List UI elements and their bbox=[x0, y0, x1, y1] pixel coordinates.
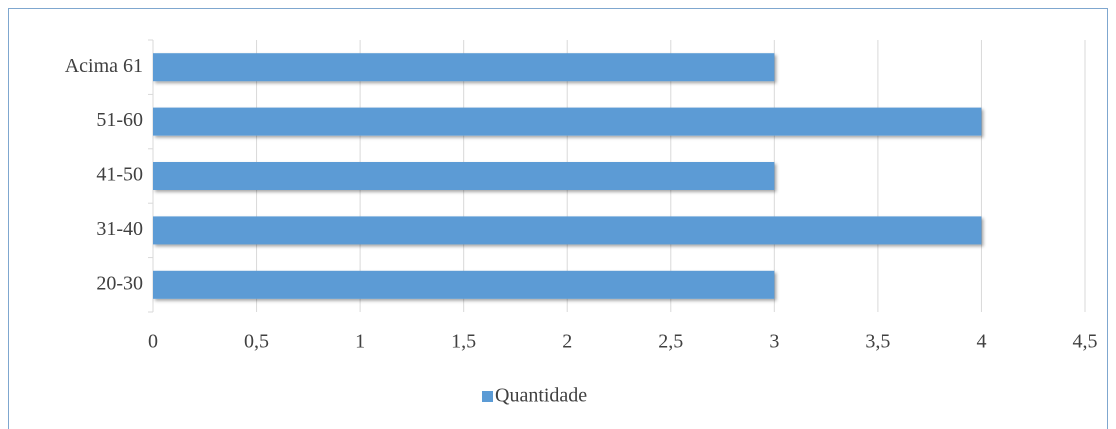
x-tick-label: 3,5 bbox=[865, 331, 890, 353]
y-tick-label: 41-50 bbox=[96, 164, 143, 186]
bar bbox=[153, 216, 982, 245]
chart-border bbox=[8, 8, 1108, 429]
y-tick-label: 51-60 bbox=[96, 109, 143, 131]
x-tick-label: 4 bbox=[976, 331, 986, 353]
bar bbox=[153, 162, 775, 190]
x-tick-label: 2,5 bbox=[658, 331, 683, 353]
x-tick-label: 1,5 bbox=[451, 331, 476, 353]
bar bbox=[153, 107, 982, 136]
x-tick-label: 0,5 bbox=[244, 331, 269, 353]
legend-label: Quantidade bbox=[495, 385, 587, 407]
y-tick-label: 20-30 bbox=[96, 272, 143, 294]
legend-swatch bbox=[482, 391, 493, 402]
x-tick-label: 1 bbox=[355, 331, 365, 353]
x-tick-label: 0 bbox=[148, 331, 158, 353]
bar bbox=[153, 53, 775, 82]
x-tick-label: 4,5 bbox=[1073, 331, 1098, 353]
bar bbox=[153, 270, 775, 299]
x-tick-label: 3 bbox=[769, 331, 779, 353]
y-tick-label: 31-40 bbox=[96, 218, 143, 240]
x-tick-label: 2 bbox=[562, 331, 572, 353]
y-tick-label: Acima 61 bbox=[65, 55, 143, 77]
